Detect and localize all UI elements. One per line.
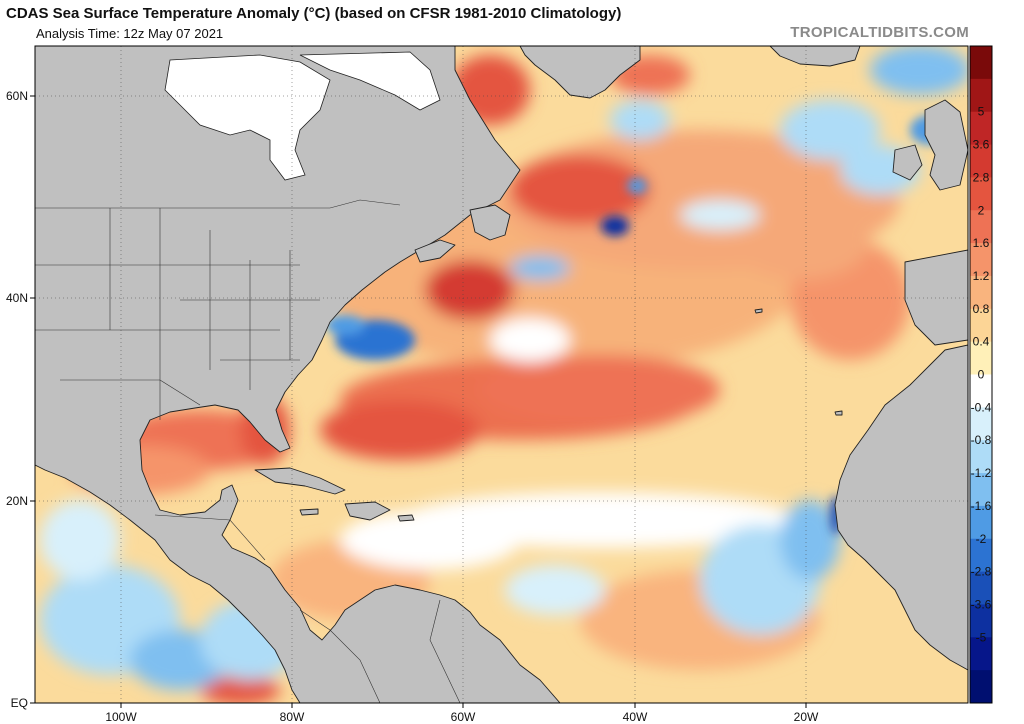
colorbar-label: 0.8: [973, 302, 990, 316]
colorbar-swatch: [970, 637, 992, 671]
colorbar-label: 3.6: [973, 138, 990, 152]
lat-label-eq: EQ: [11, 696, 28, 710]
colorbar-label: 0.4: [973, 335, 990, 349]
colorbar-label: -1.6: [971, 499, 992, 513]
colorbar-swatch: [970, 670, 992, 704]
lat-label-40n: 40N: [6, 291, 28, 305]
colorbar-label: -1.2: [971, 466, 992, 480]
colorbar-swatch: [970, 604, 992, 638]
lon-axis: 100W 80W 60W 40W 20W: [105, 703, 819, 724]
colorbar-label: -0.8: [971, 433, 992, 447]
lat-label-60n: 60N: [6, 89, 28, 103]
colorbar-swatch: [970, 440, 992, 474]
colorbar-swatch: [970, 308, 992, 343]
lon-label-80w: 80W: [280, 710, 305, 724]
colorbar-swatch: [970, 571, 992, 605]
colorbar-swatch: [970, 46, 992, 80]
colorbar: [969, 45, 993, 704]
colorbar-label: 2.8: [973, 170, 990, 184]
colorbar-swatch: [970, 243, 992, 277]
colorbar-swatch: [970, 341, 992, 375]
colorbar-swatch: [970, 473, 992, 507]
colorbar-label: -2.8: [971, 565, 992, 579]
map-frame: [34, 45, 969, 704]
lon-label-60w: 60W: [451, 710, 476, 724]
colorbar-label: -0.4: [971, 400, 992, 414]
colorbar-label: 5: [978, 105, 985, 119]
graticule: [35, 46, 968, 703]
colorbar-label: 1.6: [973, 236, 990, 250]
colorbar-frame: [969, 45, 993, 704]
lon-label-20w: 20W: [794, 710, 819, 724]
lat-label-20n: 20N: [6, 494, 28, 508]
site-credit[interactable]: TROPICALTIDBITS.COM: [790, 24, 969, 41]
colorbar-swatch: [970, 177, 992, 211]
lon-label-40w: 40W: [623, 710, 648, 724]
colorbar-labels: 5 3.6 2.8 2 1.6 1.2 0.8 0.4 0 -0.4 -0.8 -1.2 -1.6 -2 -…: [971, 105, 992, 645]
colorbar-swatch: [970, 275, 992, 310]
colorbar-swatch: [970, 374, 992, 408]
colorbar-swatch: [970, 538, 992, 573]
lat-axis: 60N 40N 20N EQ: [6, 89, 35, 710]
land: [35, 46, 968, 703]
ice: [164, 51, 441, 181]
colorbar-label: -3.6: [971, 597, 992, 611]
anomaly-field: [40, 46, 968, 703]
map-title: CDAS Sea Surface Temperature Anomaly (°C…: [6, 5, 622, 22]
colorbar-swatch: [970, 144, 992, 178]
colorbar-swatch: [970, 505, 992, 540]
analysis-time: Analysis Time: 12z May 07 2021: [36, 26, 224, 41]
lon-label-100w: 100W: [105, 710, 137, 724]
colorbar-label: 2: [978, 203, 985, 217]
colorbar-swatch: [970, 78, 992, 113]
colorbar-swatch: [970, 111, 992, 146]
colorbar-swatch: [970, 407, 992, 441]
borders: [35, 199, 461, 703]
colorbar-label: -2: [976, 532, 987, 546]
colorbar-label: 0: [978, 368, 985, 382]
colorbar-label: 1.2: [973, 269, 990, 283]
colorbar-swatch: [970, 210, 992, 244]
colorbar-label: -5: [976, 630, 987, 644]
